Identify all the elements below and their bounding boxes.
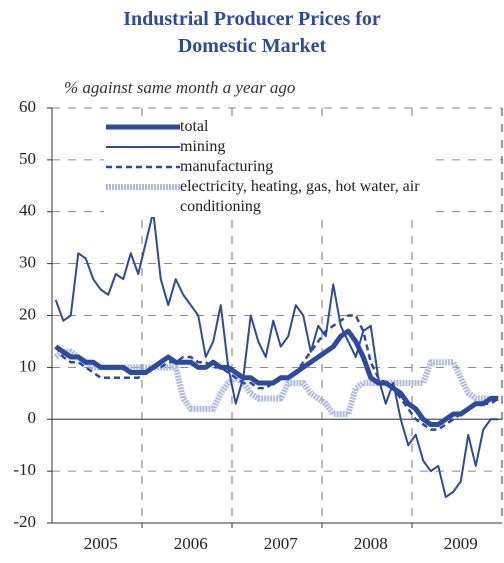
- legend-swatch: [106, 184, 180, 190]
- legend-swatch: [106, 146, 180, 148]
- y-tick-label: 60: [19, 97, 36, 116]
- y-tick-label: 40: [19, 201, 36, 220]
- chart-title: Industrial Producer Prices for Domestic …: [123, 8, 381, 57]
- legend-item: total: [104, 117, 434, 137]
- y-tick-label: 20: [19, 304, 36, 323]
- series-line: [54, 328, 499, 427]
- series-line: [54, 348, 499, 418]
- series-line: [54, 210, 499, 499]
- y-tick-label: 0: [28, 408, 37, 427]
- y-tick-label: 10: [19, 356, 36, 375]
- legend-item: mining: [104, 137, 434, 157]
- legend: total mining manufacturing electricity, hea…: [104, 117, 434, 217]
- legend-label: electricity, heating, gas, hot water, ai…: [180, 178, 420, 215]
- legend-item: manufacturing: [104, 157, 434, 177]
- x-tick-label: 2006: [174, 534, 208, 553]
- y-tick-label: 50: [19, 149, 36, 168]
- legend-swatch: [106, 165, 180, 169]
- y-tick-label: -10: [13, 460, 36, 479]
- legend-label: manufacturing: [180, 158, 274, 175]
- x-tick-label: 2007: [264, 534, 299, 553]
- x-tick-label: 2008: [354, 534, 388, 553]
- y-tick-label: -20: [13, 512, 36, 531]
- legend-label: mining: [180, 138, 226, 155]
- x-tick-label: 2005: [84, 534, 118, 553]
- x-tick-label: 2009: [444, 534, 478, 553]
- chart-subtitle: % against same month a year ago: [64, 78, 296, 97]
- legend-swatch: [106, 124, 180, 130]
- y-tick-label: 30: [19, 253, 36, 272]
- legend-label: total: [180, 118, 209, 135]
- legend-item: electricity, heating, gas, hot water, ai…: [104, 177, 434, 217]
